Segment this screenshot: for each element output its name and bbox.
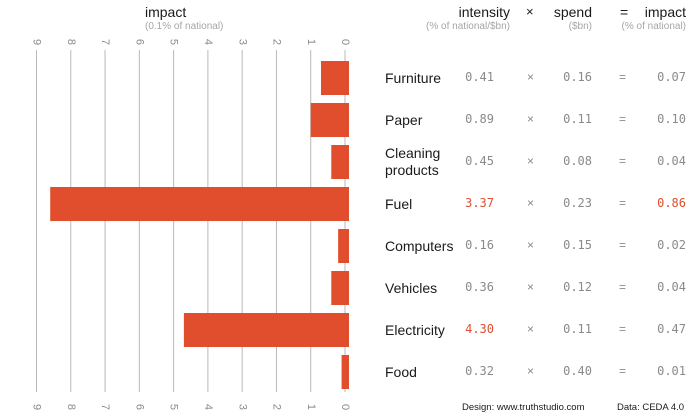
- equals-sign: =: [619, 364, 627, 378]
- equals-sign: =: [619, 154, 627, 168]
- row-label: Fuel: [385, 196, 412, 213]
- row-label-line: Cleaning: [385, 145, 441, 161]
- equals-sign: =: [619, 238, 627, 252]
- spend-value: 0.08: [563, 154, 592, 168]
- bar-vehicles: [331, 271, 349, 305]
- bar-food: [341, 355, 349, 389]
- data-source: Data: CEDA 4.0: [617, 402, 685, 413]
- row-label-line: Computers: [385, 237, 454, 254]
- bar-cleaning-products: [331, 145, 349, 179]
- equals-sign: =: [619, 280, 627, 294]
- spend-value: 0.12: [563, 280, 592, 294]
- row-label-line: Electricity: [385, 321, 445, 338]
- times-sign: ×: [527, 238, 535, 252]
- tick-label-top-4: 4: [202, 39, 214, 45]
- design-credit: Design: www.truthstudio.com: [462, 402, 585, 413]
- intensity-subheader: (% of national/$bn): [426, 21, 510, 32]
- intensity-value: 0.16: [465, 238, 494, 252]
- tick-label-top-5: 5: [168, 39, 180, 45]
- row-label-line: products: [385, 162, 439, 178]
- tick-label-top-8: 8: [65, 39, 77, 45]
- spend-value: 0.16: [563, 70, 592, 84]
- impact-value: 0.04: [657, 154, 686, 168]
- tick-label-top-6: 6: [133, 39, 145, 45]
- equals-sign: =: [619, 196, 627, 210]
- equals-header: =: [620, 4, 629, 20]
- impact-value: 0.86: [657, 196, 686, 210]
- tick-label-bottom-8: 8: [65, 404, 77, 410]
- intensity-header: intensity: [458, 4, 510, 20]
- tick-label-bottom-1: 1: [305, 404, 317, 410]
- times-sign: ×: [527, 70, 535, 84]
- row-label: Computers: [385, 238, 453, 255]
- row-label-line: Vehicles: [385, 279, 438, 296]
- intensity-value: 0.36: [465, 280, 494, 294]
- intensity-value: 4.30: [465, 322, 494, 336]
- bar-fuel: [50, 187, 349, 221]
- row-label-line: Furniture: [385, 69, 442, 86]
- equals-sign: =: [619, 322, 627, 336]
- times-header: ×: [526, 4, 534, 19]
- row-label: Cleaning products: [385, 145, 440, 179]
- tick-label-top-9: 9: [31, 39, 43, 45]
- intensity-value: 0.41: [465, 70, 494, 84]
- row-label: Furniture: [385, 70, 441, 87]
- impact-value: 0.07: [657, 70, 686, 84]
- spend-subheader: ($bn): [568, 21, 592, 32]
- row-label: Electricity: [385, 322, 445, 339]
- bar-computers: [338, 229, 349, 263]
- spend-value: 0.23: [563, 196, 592, 210]
- tick-label-bottom-6: 6: [133, 404, 145, 410]
- times-sign: ×: [527, 280, 535, 294]
- spend-value: 0.15: [563, 238, 592, 252]
- spend-header: spend: [553, 4, 592, 20]
- row-label: Vehicles: [385, 280, 437, 297]
- times-sign: ×: [527, 364, 535, 378]
- impact-value: 0.02: [657, 238, 686, 252]
- bar-paper: [310, 103, 349, 137]
- impact-value: 0.10: [657, 112, 686, 126]
- intensity-value: 0.45: [465, 154, 494, 168]
- tick-label-bottom-7: 7: [99, 404, 111, 410]
- tick-label-bottom-0: 0: [339, 404, 351, 410]
- bar-electricity: [183, 313, 349, 347]
- row-label: Paper: [385, 112, 422, 129]
- intensity-value: 3.37: [465, 196, 494, 210]
- tick-label-bottom-5: 5: [168, 404, 180, 410]
- tick-label-top-2: 2: [271, 39, 283, 45]
- impact-header: impact: [644, 4, 686, 20]
- chart-title: impact: [145, 4, 187, 20]
- row-label-line: Paper: [385, 111, 423, 128]
- tick-label-bottom-9: 9: [31, 404, 43, 410]
- row-label-line: Food: [385, 363, 417, 380]
- spend-value: 0.11: [563, 112, 592, 126]
- impact-value: 0.47: [657, 322, 686, 336]
- tick-label-top-7: 7: [99, 39, 111, 45]
- times-sign: ×: [527, 196, 535, 210]
- equals-sign: =: [619, 112, 627, 126]
- tick-label-top-1: 1: [305, 39, 317, 45]
- tick-label-top-0: 0: [339, 39, 351, 45]
- times-sign: ×: [527, 112, 535, 126]
- impact-subheader: (% of national): [621, 21, 686, 32]
- spend-value: 0.11: [563, 322, 592, 336]
- row-label: Food: [385, 364, 417, 381]
- bar-furniture: [321, 61, 349, 95]
- spend-value: 0.40: [563, 364, 592, 378]
- tick-label-bottom-4: 4: [202, 404, 214, 410]
- times-sign: ×: [527, 154, 535, 168]
- row-label-line: Fuel: [385, 195, 413, 212]
- tick-label-bottom-3: 3: [236, 404, 248, 410]
- tick-label-bottom-2: 2: [271, 404, 283, 410]
- equals-sign: =: [619, 70, 627, 84]
- tick-label-top-3: 3: [236, 39, 248, 45]
- impact-value: 0.04: [657, 280, 686, 294]
- intensity-value: 0.89: [465, 112, 494, 126]
- impact-value: 0.01: [657, 364, 686, 378]
- chart-subtitle: (0.1% of national): [145, 21, 224, 32]
- times-sign: ×: [527, 322, 535, 336]
- intensity-value: 0.32: [465, 364, 494, 378]
